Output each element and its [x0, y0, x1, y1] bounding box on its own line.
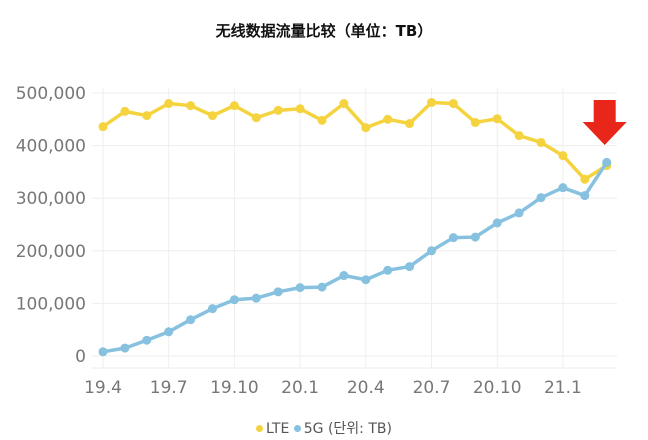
data-point-5g	[405, 262, 415, 272]
data-point-5g	[229, 295, 239, 305]
y-tick-label: 500,000	[16, 84, 86, 104]
x-tick-label: 19.10	[210, 378, 259, 398]
data-point-lte	[186, 101, 196, 111]
legend: LTE 5G (단위: TB)	[0, 418, 648, 438]
y-tick-label: 400,000	[16, 137, 86, 157]
data-point-lte	[98, 122, 108, 132]
series-line-5g	[102, 161, 609, 354]
data-point-lte	[208, 111, 217, 121]
data-point-lte	[580, 174, 590, 184]
data-point-5g	[273, 287, 283, 297]
data-point-5g	[492, 218, 502, 228]
data-point-5g	[427, 246, 436, 256]
data-point-5g	[514, 208, 524, 218]
legend-item-5g: 5G (단위: TB)	[293, 421, 392, 437]
data-point-lte	[470, 117, 480, 127]
data-point-5g	[383, 265, 393, 275]
data-point-lte	[273, 105, 283, 115]
data-point-5g	[339, 271, 349, 281]
x-tick-label: 19.4	[84, 378, 122, 398]
data-point-lte	[448, 99, 458, 109]
data-point-lte	[536, 137, 546, 147]
legend-label-lte: LTE	[266, 421, 290, 437]
legend-item-lte: LTE	[256, 421, 289, 437]
data-point-5g	[186, 315, 196, 325]
data-point-lte	[405, 119, 415, 129]
data-point-5g	[317, 282, 327, 292]
data-point-lte	[164, 99, 174, 109]
x-tick-label: 20.1	[281, 378, 319, 398]
data-point-5g	[361, 275, 371, 285]
data-point-lte	[295, 104, 305, 114]
data-point-5g	[208, 304, 217, 314]
y-tick-label: 0	[75, 347, 86, 367]
data-point-lte	[492, 114, 502, 124]
series-line-lte	[101, 100, 608, 182]
x-tick-label: 20.10	[473, 378, 522, 398]
data-point-5g	[448, 233, 458, 243]
data-point-lte	[339, 99, 349, 109]
x-tick-label: 19.7	[150, 378, 188, 398]
data-point-5g	[536, 193, 546, 203]
x-tick-label: 20.7	[413, 378, 451, 398]
data-point-5g	[558, 183, 568, 193]
data-point-5g	[580, 191, 590, 201]
data-point-5g	[251, 293, 261, 303]
chart-title: 无线数据流量比较（单位：TB）	[215, 22, 433, 40]
data-point-5g	[164, 327, 174, 337]
x-tick-label: 21.1	[544, 378, 582, 398]
data-point-lte	[251, 113, 261, 123]
5g-swatch	[293, 425, 301, 432]
y-tick-label: 100,000	[16, 294, 86, 314]
data-point-lte	[427, 97, 436, 107]
data-point-5g	[602, 157, 612, 167]
red-arrow-down-icon	[582, 100, 627, 145]
data-point-lte	[229, 101, 239, 111]
data-point-5g	[295, 283, 305, 293]
y-tick-label: 300,000	[16, 189, 86, 209]
legend-label-5g: 5G (단위: TB)	[303, 421, 392, 437]
data-point-lte	[361, 123, 371, 133]
x-tick-label: 20.4	[347, 378, 385, 398]
data-point-lte	[558, 151, 568, 161]
data-point-lte	[383, 114, 393, 124]
lte-swatch	[256, 425, 264, 432]
data-point-lte	[514, 131, 524, 141]
data-point-5g	[470, 232, 480, 242]
data-point-5g	[98, 347, 108, 357]
y-tick-label: 200,000	[16, 242, 86, 262]
data-point-lte	[120, 106, 130, 116]
data-point-5g	[142, 335, 152, 345]
data-point-5g	[120, 343, 130, 353]
data-point-lte	[317, 115, 327, 125]
data-point-lte	[142, 111, 152, 121]
